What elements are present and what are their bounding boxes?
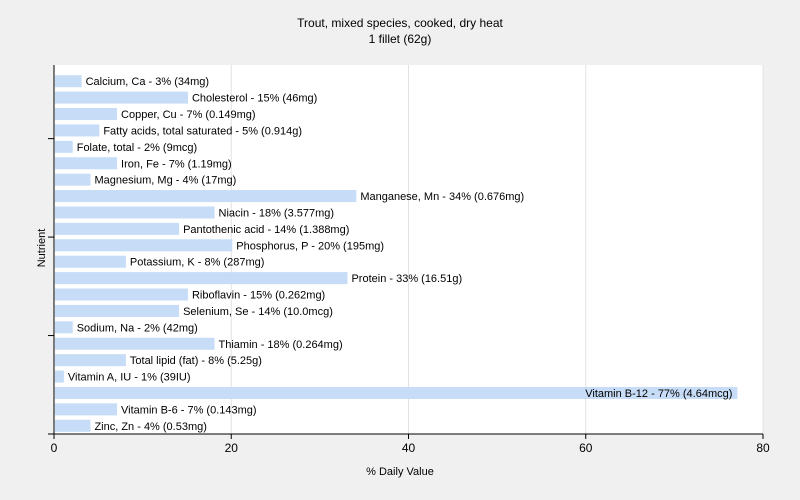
x-tick-label: 80 — [756, 441, 770, 455]
data-label: Riboflavin - 15% (0.262mg) — [192, 290, 325, 302]
bar — [55, 75, 82, 88]
chart-title: Trout, mixed species, cooked, dry heat — [297, 16, 503, 30]
bar — [55, 386, 738, 399]
x-tick-label: 40 — [402, 441, 416, 455]
bar — [55, 403, 118, 416]
data-label: Vitamin B-6 - 7% (0.143mg) — [121, 404, 257, 416]
data-label: Sodium, Na - 2% (42mg) — [77, 322, 198, 334]
bar — [55, 239, 233, 252]
bar — [55, 173, 91, 186]
data-label: Potassium, K - 8% (287mg) — [130, 257, 265, 269]
data-label: Calcium, Ca - 3% (34mg) — [86, 76, 209, 88]
bar — [55, 91, 188, 104]
data-labels: Calcium, Ca - 3% (34mg) Cholesterol - 15%… — [68, 76, 733, 433]
data-label: Zinc, Zn - 4% (0.53mg) — [94, 421, 206, 433]
data-label: Iron, Fe - 7% (1.19mg) — [121, 158, 232, 170]
data-label: Phosphorus, P - 20% (195mg) — [236, 240, 384, 252]
bar — [55, 124, 100, 137]
y-axis-label: Nutrient — [36, 228, 48, 268]
bars — [55, 75, 738, 432]
bar — [55, 370, 64, 383]
data-label: Pantothenic acid - 14% (1.388mg) — [183, 224, 349, 236]
bar — [55, 108, 118, 121]
data-label: Protein - 33% (16.51g) — [351, 273, 462, 285]
bar — [55, 157, 118, 170]
x-axis-label: % Daily Value — [366, 466, 434, 478]
bar — [55, 190, 357, 203]
data-label: Vitamin A, IU - 1% (39IU) — [68, 372, 191, 384]
bar — [55, 337, 215, 350]
data-label: Total lipid (fat) - 8% (5.25g) — [130, 355, 262, 367]
data-label: Cholesterol - 15% (46mg) — [192, 93, 317, 105]
bar — [55, 354, 126, 367]
bar — [55, 419, 91, 432]
data-label: Folate, total - 2% (9mcg) — [77, 142, 197, 154]
bar — [55, 206, 215, 219]
x-tick-label: 60 — [579, 441, 593, 455]
data-label: Niacin - 18% (3.577mg) — [219, 207, 335, 219]
data-label: Copper, Cu - 7% (0.149mg) — [121, 109, 256, 121]
bar — [55, 255, 126, 268]
data-label: Thiamin - 18% (0.264mg) — [219, 339, 343, 351]
bar — [55, 222, 180, 235]
data-label: Vitamin B-12 - 77% (4.64mcg) — [585, 388, 732, 400]
bar — [55, 140, 73, 153]
data-label: Fatty acids, total saturated - 5% (0.914… — [103, 125, 302, 137]
data-label: Manganese, Mn - 34% (0.676mg) — [360, 191, 524, 203]
x-tick-label: 0 — [51, 441, 58, 455]
bar — [55, 321, 73, 334]
chart-subtitle: 1 fillet (62g) — [368, 32, 432, 46]
data-label: Selenium, Se - 14% (10.0mcg) — [183, 306, 333, 318]
axes: 0 20 40 60 80 — [48, 65, 770, 455]
bar — [55, 272, 348, 285]
bar — [55, 288, 188, 301]
bar — [55, 304, 180, 317]
x-tick-label: 20 — [225, 441, 239, 455]
data-label: Magnesium, Mg - 4% (17mg) — [94, 175, 236, 187]
